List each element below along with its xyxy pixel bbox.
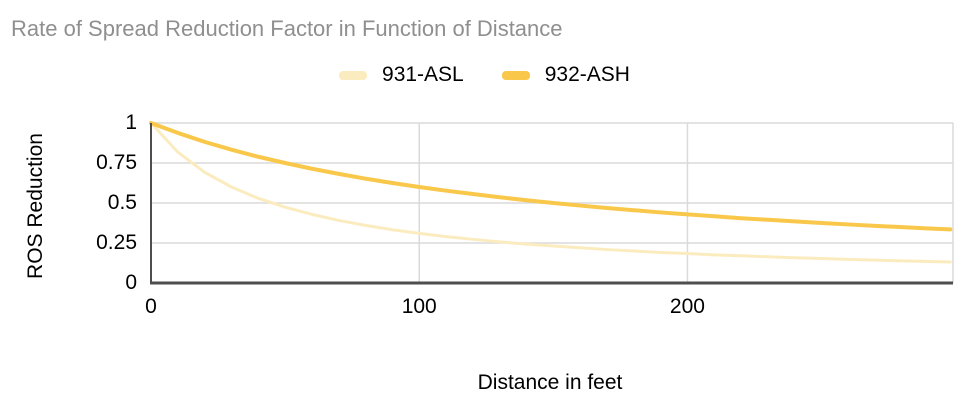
legend-swatch-932-ash — [501, 70, 530, 80]
series-line-931-asl — [149, 121, 952, 264]
legend-item-932-ash: 932-ASH — [501, 63, 630, 87]
series-line-932-ash — [149, 121, 953, 232]
legend-label-931-asl: 931-ASL — [382, 63, 464, 86]
x-tick-label: 200 — [669, 295, 705, 318]
x-tick-label: 0 — [145, 295, 157, 318]
legend-item-931-asl: 931-ASL — [339, 63, 464, 87]
y-tick-label: 0.5 — [107, 191, 137, 214]
plot-area — [149, 121, 954, 285]
y-tick-label: 1 — [125, 111, 137, 134]
legend-label-932-ash: 932-ASH — [544, 63, 630, 86]
legend-swatch-931-asl — [339, 70, 368, 80]
legend: 931-ASL 932-ASH — [0, 61, 969, 89]
y-tick-label: 0.25 — [96, 231, 137, 254]
y-tick-label: 0.75 — [96, 151, 137, 174]
y-axis-title: ROS Reduction — [24, 133, 47, 279]
x-tick-label: 100 — [401, 295, 437, 318]
x-axis-title: Distance in feet — [477, 371, 623, 394]
y-tick-label: 0 — [125, 271, 137, 294]
chart-title: Rate of Spread Reduction Factor in Funct… — [11, 16, 563, 41]
